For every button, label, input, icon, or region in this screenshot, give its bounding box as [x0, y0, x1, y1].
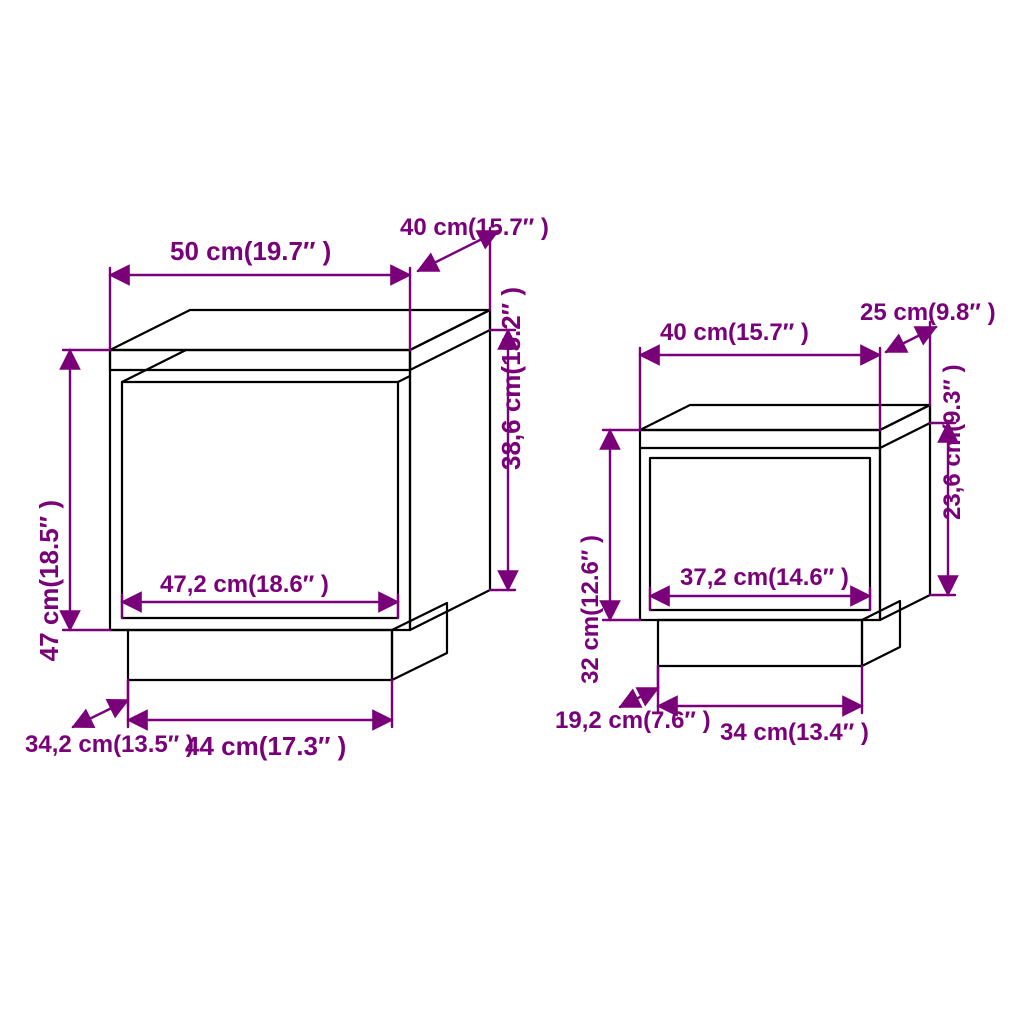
dim-right-inner-width: 37,2 cm(14.6″ ) — [680, 564, 849, 591]
dim-left-base-width: 44 cm(17.3″ ) — [185, 731, 346, 761]
dim-right-top-width: 40 cm(15.7″ ) — [660, 319, 809, 346]
left-unit: 50 cm(19.7″ ) 40 cm(15.7″ ) 47 cm(18.5″ … — [25, 214, 549, 761]
dim-left-inner-height: 38,6 cm(15.2″ ) — [496, 287, 526, 470]
dim-right-inner-height: 23,6 cm(9.3″ ) — [939, 364, 966, 520]
dim-left-base-depth: 34,2 cm(13.5″ ) — [25, 731, 194, 758]
dim-right-outer-height: 32 cm(12.6″ ) — [577, 535, 604, 684]
dim-left-top-width: 50 cm(19.7″ ) — [170, 236, 331, 266]
dim-left-inner-width: 47,2 cm(18.6″ ) — [160, 571, 329, 598]
dim-right-top-depth: 25 cm(9.8″ ) — [860, 299, 996, 326]
dim-left-top-depth: 40 cm(15.7″ ) — [400, 214, 549, 241]
dim-right-base-width: 34 cm(13.4″ ) — [720, 719, 869, 746]
right-unit: 40 cm(15.7″ ) 25 cm(9.8″ ) 32 cm(12.6″ )… — [555, 299, 996, 746]
dimension-diagram: 50 cm(19.7″ ) 40 cm(15.7″ ) 47 cm(18.5″ … — [0, 0, 1024, 1024]
dim-right-base-depth: 19,2 cm(7.6″ ) — [555, 707, 711, 734]
dim-left-outer-height: 47 cm(18.5″ ) — [34, 500, 64, 661]
